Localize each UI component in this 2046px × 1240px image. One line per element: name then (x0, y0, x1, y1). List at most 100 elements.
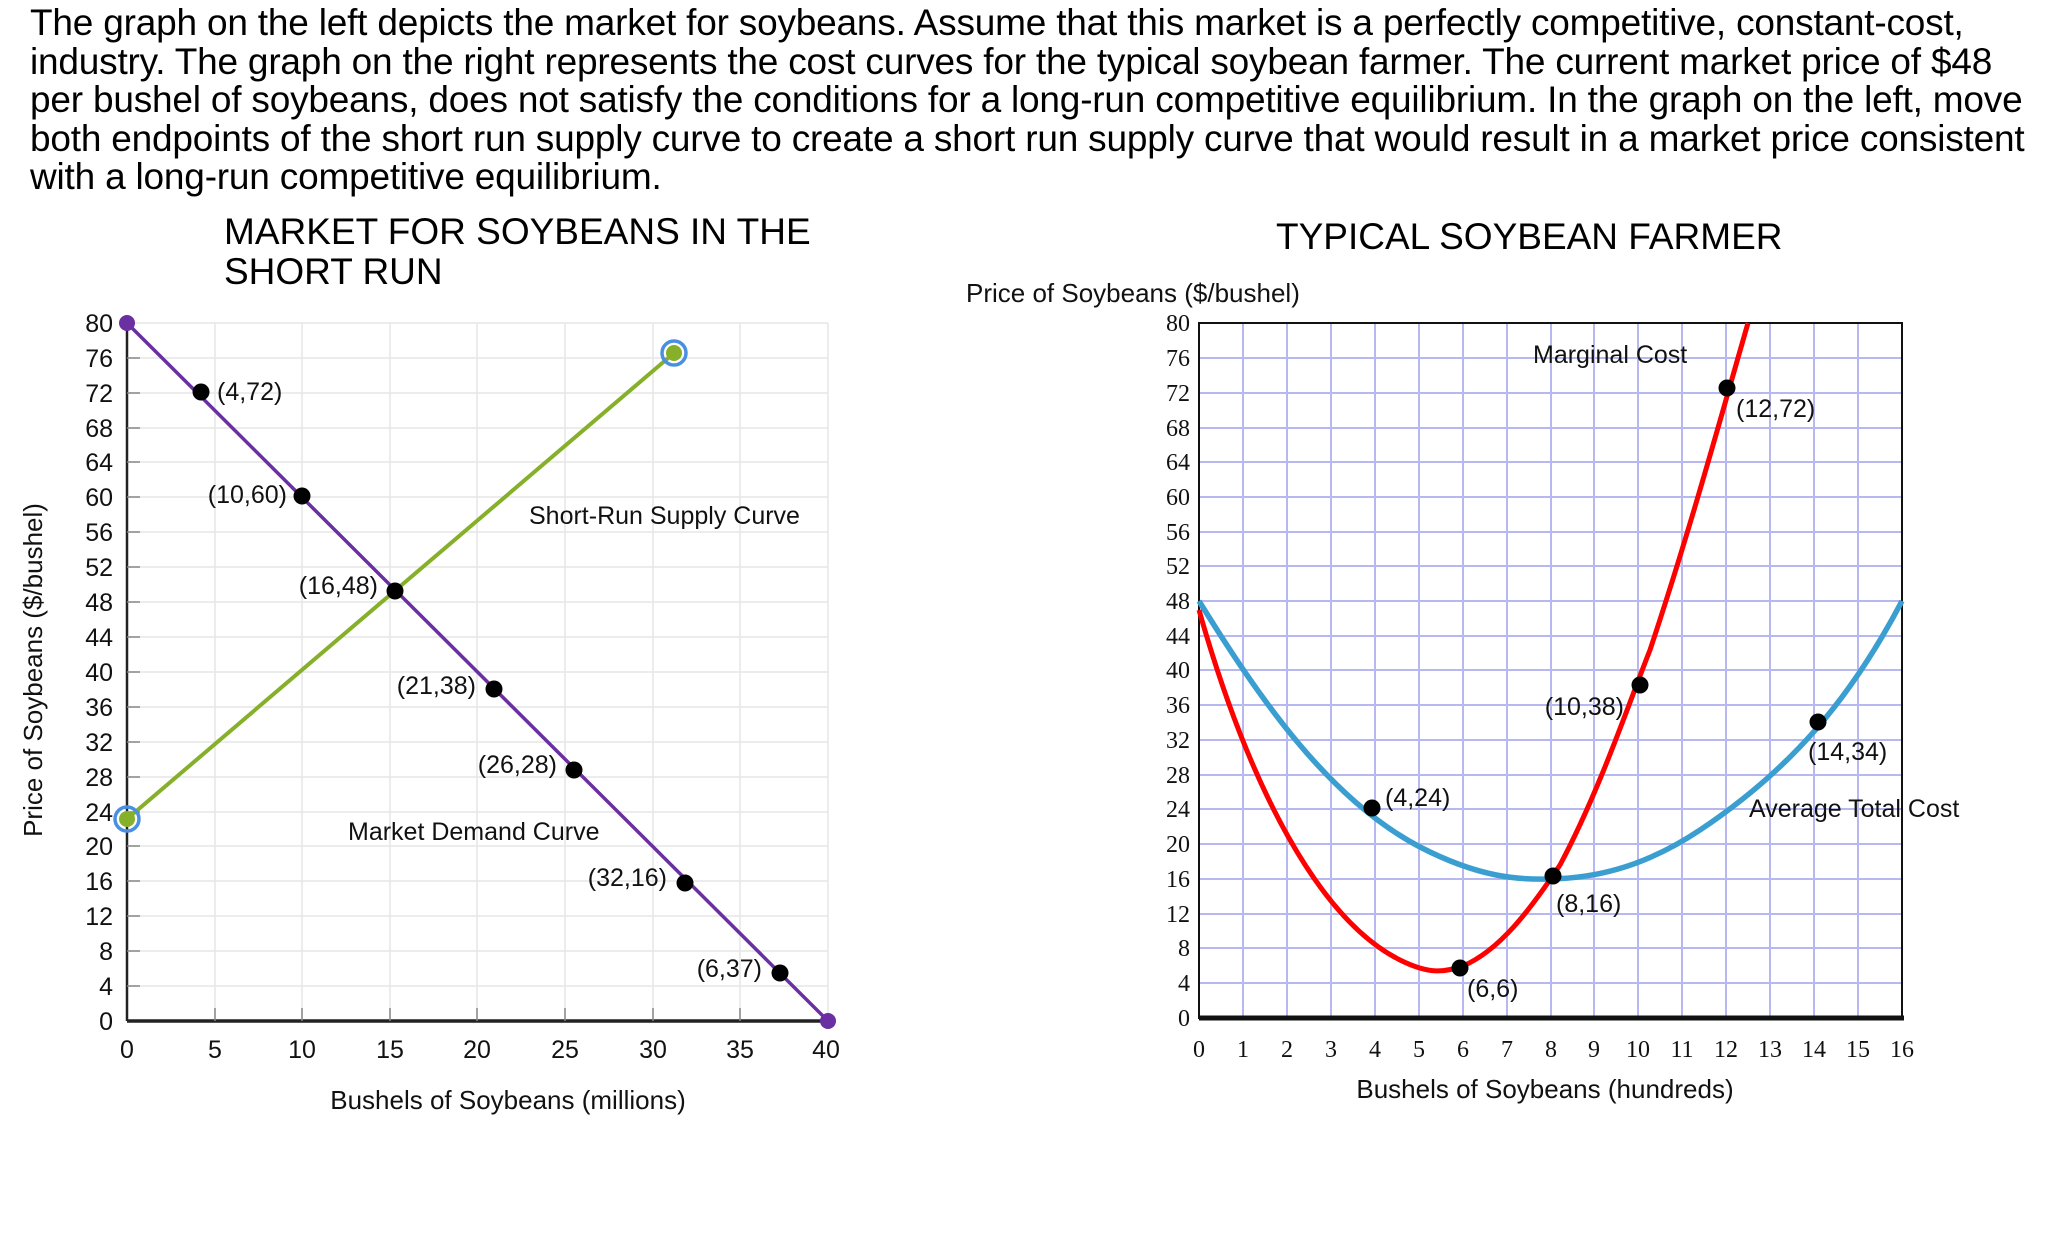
y-tick: 32 (1166, 728, 1190, 754)
point-label: (6,6) (1467, 975, 1518, 1003)
x-tick: 16 (1890, 1037, 1914, 1063)
right-chart-title: TYPICAL SOYBEAN FARMER (1276, 216, 1783, 257)
y-tick: 48 (1166, 589, 1190, 615)
x-tick: 7 (1501, 1037, 1513, 1063)
handle-ring-icon[interactable] (660, 339, 688, 367)
y-tick: 28 (1166, 763, 1190, 789)
y-tick: 80 (85, 310, 113, 338)
point-label: (14,34) (1808, 738, 1887, 766)
left-x-tick-labels: 0 5 10 15 20 25 30 35 40 (120, 1036, 840, 1064)
point-label: (4,24) (1385, 784, 1450, 812)
y-tick: 56 (85, 519, 113, 547)
x-tick: 5 (208, 1036, 222, 1064)
point-label: (32,16) (588, 864, 667, 892)
right-chart: Price of Soybeans ($/bushel) 80 76 (966, 278, 1959, 1104)
handle-dot-icon[interactable] (666, 345, 682, 361)
y-tick: 72 (85, 380, 113, 408)
market-demand-curve (125, 321, 830, 1023)
x-tick: 1 (1237, 1037, 1249, 1063)
point-label: (6,37) (697, 955, 762, 983)
left-chart: 80 76 72 68 64 60 56 52 48 44 40 36 32 2… (18, 310, 840, 1115)
y-tick: 16 (85, 868, 113, 896)
supply-endpoint-top-handle[interactable] (660, 339, 688, 367)
handle-ring-icon[interactable] (113, 805, 141, 833)
y-tick: 12 (1166, 902, 1190, 928)
x-tick: 15 (376, 1036, 404, 1064)
y-tick: 64 (1166, 450, 1190, 476)
x-tick: 0 (120, 1036, 134, 1064)
cost-points (1363, 379, 1827, 977)
y-tick: 52 (85, 554, 113, 582)
handle-dot-icon[interactable] (119, 811, 135, 827)
y-tick: 72 (1166, 381, 1190, 407)
y-tick: 8 (99, 938, 113, 966)
y-tick: 56 (1166, 520, 1190, 546)
x-tick: 35 (726, 1036, 754, 1064)
x-tick: 8 (1545, 1037, 1557, 1063)
right-y-axis-title: Price of Soybeans ($/bushel) (966, 278, 1300, 308)
y-tick: 32 (85, 729, 113, 757)
supply-endpoint-bottom-handle[interactable] (113, 805, 141, 833)
y-tick: 76 (1166, 346, 1190, 372)
right-x-axis-title: Bushels of Soybeans (hundreds) (1356, 1074, 1733, 1104)
x-tick: 4 (1369, 1037, 1381, 1063)
y-tick: 68 (85, 415, 113, 443)
y-tick: 76 (85, 345, 113, 373)
x-tick: 20 (463, 1036, 491, 1064)
x-tick: 14 (1802, 1037, 1826, 1063)
x-tick: 0 (1193, 1037, 1205, 1063)
y-tick: 12 (85, 903, 113, 931)
left-grid (127, 322, 829, 1021)
supply-curve-label: Short-Run Supply Curve (529, 502, 800, 530)
x-tick: 15 (1846, 1037, 1870, 1063)
y-tick: 20 (1166, 832, 1190, 858)
left-x-axis-title: Bushels of Soybeans (millions) (330, 1085, 686, 1115)
point-label: (21,38) (397, 672, 476, 700)
x-tick: 3 (1325, 1037, 1337, 1063)
point-label: (8,16) (1556, 890, 1621, 918)
y-tick: 64 (85, 449, 113, 477)
y-tick: 28 (85, 764, 113, 792)
y-tick: 4 (99, 973, 113, 1001)
left-axes (125, 323, 830, 1023)
demand-endpoint-top (119, 315, 135, 331)
x-tick: 10 (288, 1036, 316, 1064)
left-chart-title-line1: MARKET FOR SOYBEANS IN THE (224, 211, 811, 252)
x-tick: 40 (812, 1036, 840, 1064)
x-tick: 11 (1670, 1037, 1693, 1063)
right-x-tick-labels: 0 1 2 3 4 5 6 7 8 9 10 11 12 13 14 15 16 (1193, 1037, 1914, 1063)
y-tick: 36 (1166, 693, 1190, 719)
y-tick: 24 (1166, 797, 1190, 823)
marginal-cost-label: Marginal Cost (1533, 341, 1687, 369)
point-label: (16,48) (299, 572, 378, 600)
point-label: (26,28) (478, 751, 557, 779)
right-y-tick-labels: 80 76 72 68 64 60 56 52 48 44 40 36 32 2… (1166, 311, 1190, 1032)
y-tick: 52 (1166, 554, 1190, 580)
x-tick: 30 (639, 1036, 667, 1064)
demand-points (192, 383, 789, 982)
y-tick: 8 (1178, 936, 1190, 962)
y-tick: 0 (1178, 1006, 1190, 1032)
y-tick: 60 (1166, 485, 1190, 511)
demand-endpoint-bottom (820, 1013, 836, 1029)
right-grid (1199, 323, 1902, 1018)
y-tick: 60 (85, 484, 113, 512)
left-y-tick-labels: 80 76 72 68 64 60 56 52 48 44 40 36 32 2… (85, 310, 113, 1036)
left-chart-title: MARKET FOR SOYBEANS IN THE SHORT RUN (224, 212, 811, 292)
question-text: The graph on the left depicts the market… (30, 2, 2025, 197)
y-tick: 24 (85, 799, 113, 827)
x-tick: 6 (1457, 1037, 1469, 1063)
y-tick: 40 (1166, 658, 1190, 684)
y-tick: 48 (85, 589, 113, 617)
x-tick: 25 (551, 1036, 579, 1064)
x-tick: 9 (1588, 1037, 1600, 1063)
point-label: (12,72) (1736, 395, 1815, 423)
x-tick: 5 (1413, 1037, 1425, 1063)
point-label: (10,38) (1545, 693, 1624, 721)
x-tick: 13 (1758, 1037, 1782, 1063)
y-tick: 4 (1178, 971, 1190, 997)
average-total-cost-label: Average Total Cost (1749, 795, 1959, 823)
demand-curve-label: Market Demand Curve (348, 818, 599, 846)
point-label: (10,60) (208, 481, 287, 509)
y-tick: 16 (1166, 867, 1190, 893)
